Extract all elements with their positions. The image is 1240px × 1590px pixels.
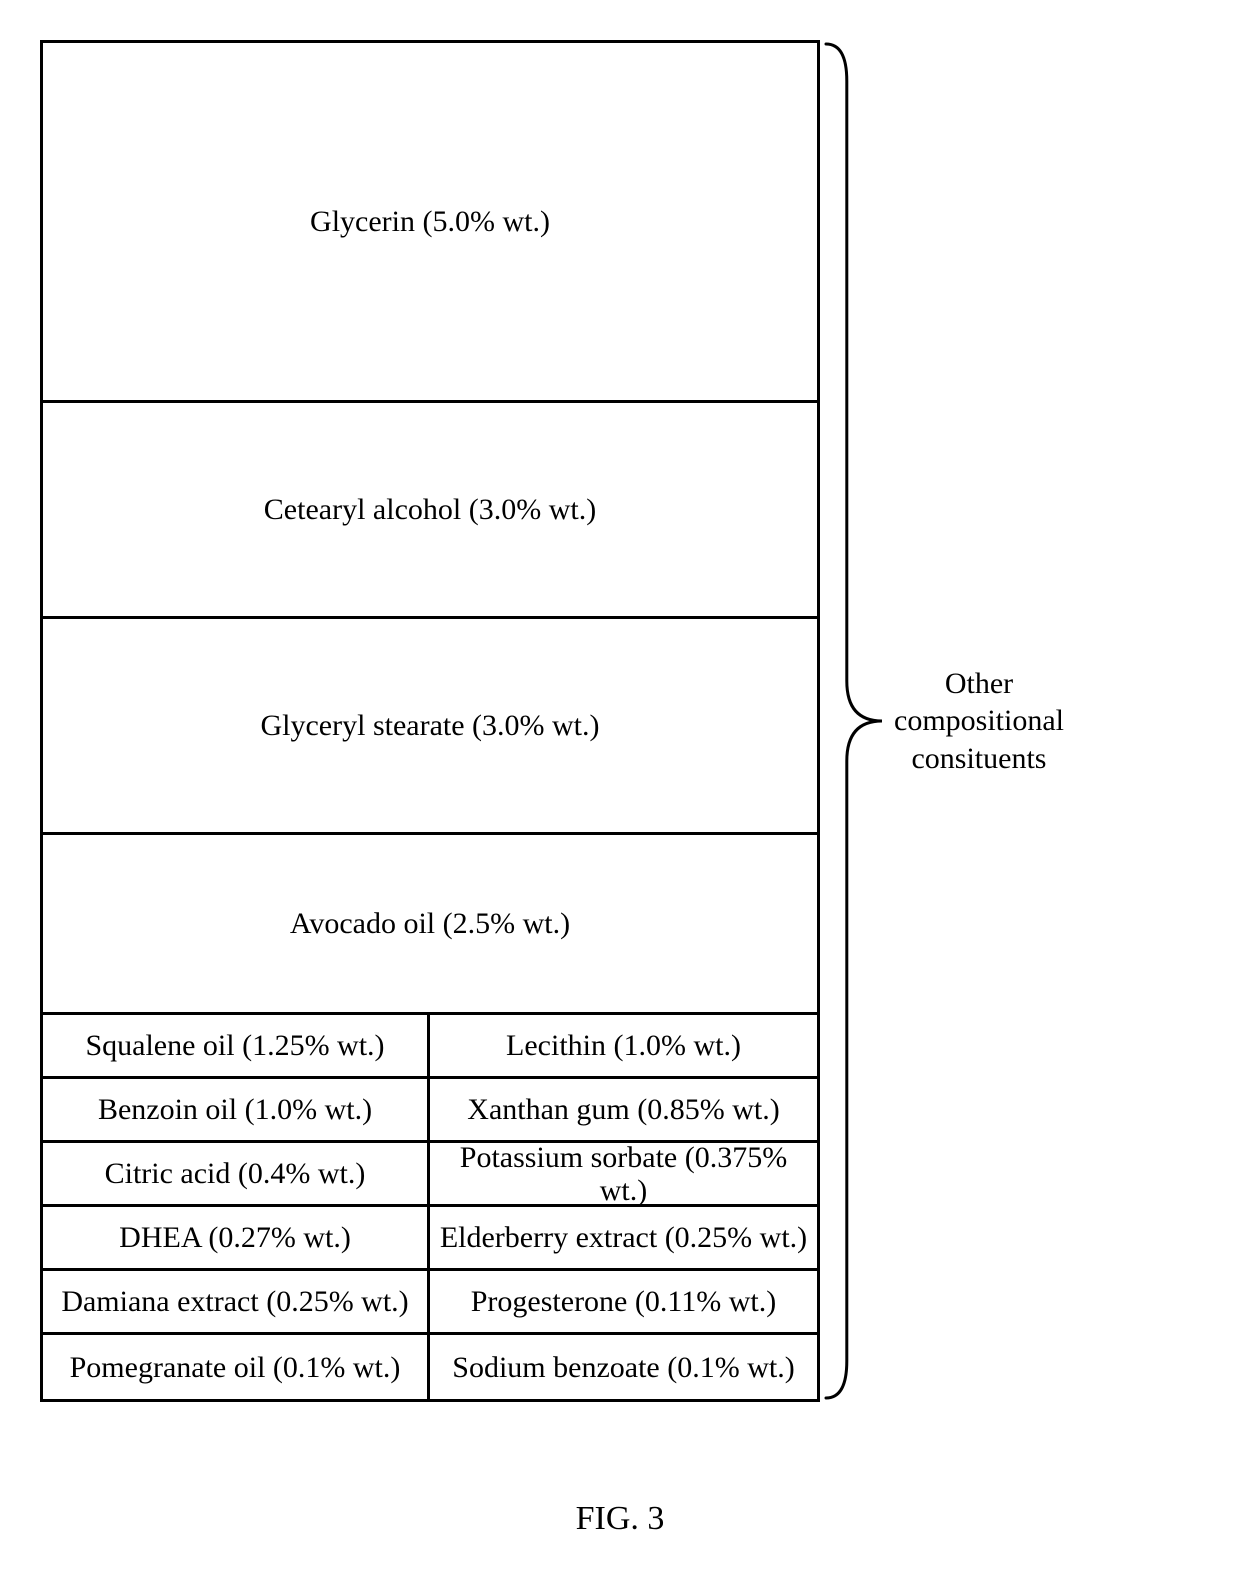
ingredient-label: Cetearyl alcohol (3.0% wt.)	[264, 493, 596, 526]
half-row: Citric acid (0.4% wt.) Potassium sorbate …	[43, 1143, 817, 1207]
ingredient-label: Pomegranate oil (0.1% wt.)	[70, 1351, 401, 1384]
ingredient-label: Glyceryl stearate (3.0% wt.)	[260, 709, 599, 742]
ingredient-cell-right: Xanthan gum (0.85% wt.)	[430, 1079, 817, 1140]
ingredient-label: Benzoin oil (1.0% wt.)	[98, 1093, 372, 1126]
ingredient-label: Citric acid (0.4% wt.)	[105, 1157, 366, 1190]
ingredient-label: Xanthan gum (0.85% wt.)	[467, 1093, 779, 1126]
full-row: Glyceryl stearate (3.0% wt.)	[43, 619, 817, 835]
full-row: Avocado oil (2.5% wt.)	[43, 835, 817, 1015]
ingredient-label: Avocado oil (2.5% wt.)	[290, 907, 570, 940]
ingredient-cell-right: Elderberry extract (0.25% wt.)	[430, 1207, 817, 1268]
half-row: Benzoin oil (1.0% wt.) Xanthan gum (0.85%…	[43, 1079, 817, 1143]
composition-table: Glycerin (5.0% wt.) Cetearyl alcohol (3.0…	[40, 40, 820, 1402]
full-row: Cetearyl alcohol (3.0% wt.)	[43, 403, 817, 619]
figure-caption: FIG. 3	[0, 1500, 1240, 1538]
half-row: Pomegranate oil (0.1% wt.) Sodium benzoat…	[43, 1335, 817, 1399]
ingredient-cell-left: Pomegranate oil (0.1% wt.)	[43, 1335, 430, 1399]
bracket-group: Other compositional consituents	[824, 41, 1064, 1401]
bracket-label: Other compositional consituents	[894, 665, 1064, 778]
half-row: Squalene oil (1.25% wt.) Lecithin (1.0% w…	[43, 1015, 817, 1079]
ingredient-cell-right: Progesterone (0.11% wt.)	[430, 1271, 817, 1332]
ingredient-cell-right: Potassium sorbate (0.375% wt.)	[430, 1143, 817, 1204]
ingredient-label: Lecithin (1.0% wt.)	[506, 1029, 741, 1062]
full-row: Glycerin (5.0% wt.)	[43, 43, 817, 403]
figure-container: Glycerin (5.0% wt.) Cetearyl alcohol (3.0…	[40, 40, 1064, 1402]
ingredient-label: Sodium benzoate (0.1% wt.)	[452, 1351, 794, 1384]
ingredient-label: DHEA (0.27% wt.)	[119, 1221, 351, 1254]
ingredient-label: Elderberry extract (0.25% wt.)	[440, 1221, 807, 1254]
curly-bracket	[824, 41, 884, 1401]
ingredient-cell-left: Squalene oil (1.25% wt.)	[43, 1015, 430, 1076]
ingredient-cell-left: Benzoin oil (1.0% wt.)	[43, 1079, 430, 1140]
ingredient-cell-right: Sodium benzoate (0.1% wt.)	[430, 1335, 817, 1399]
ingredient-cell-right: Lecithin (1.0% wt.)	[430, 1015, 817, 1076]
ingredient-label: Squalene oil (1.25% wt.)	[85, 1029, 384, 1062]
half-row: Damiana extract (0.25% wt.) Progesterone …	[43, 1271, 817, 1335]
ingredient-label: Progesterone (0.11% wt.)	[471, 1285, 776, 1318]
ingredient-label: Damiana extract (0.25% wt.)	[61, 1285, 408, 1318]
ingredient-cell-left: Damiana extract (0.25% wt.)	[43, 1271, 430, 1332]
ingredient-cell-left: DHEA (0.27% wt.)	[43, 1207, 430, 1268]
ingredient-label: Glycerin (5.0% wt.)	[310, 205, 550, 238]
ingredient-cell-left: Citric acid (0.4% wt.)	[43, 1143, 430, 1204]
ingredient-label: Potassium sorbate (0.375% wt.)	[438, 1141, 809, 1207]
half-row: DHEA (0.27% wt.) Elderberry extract (0.25…	[43, 1207, 817, 1271]
